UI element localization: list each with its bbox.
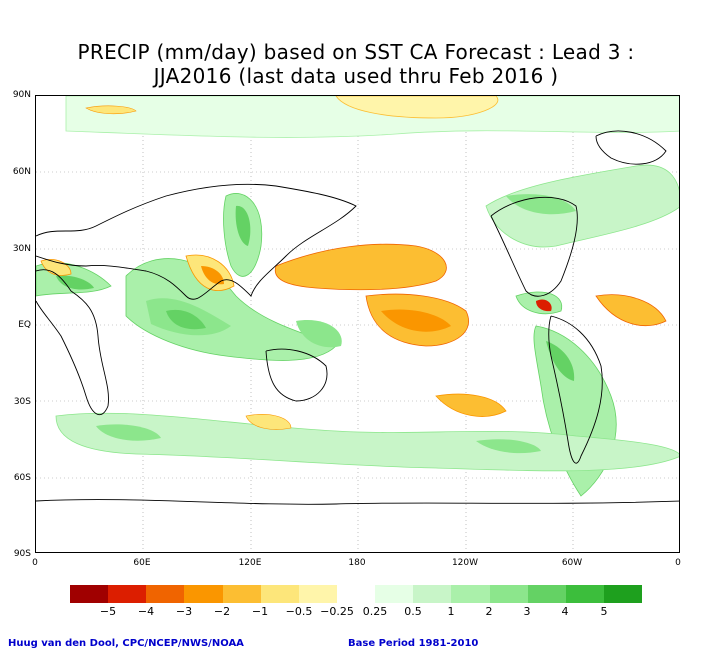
color-swatch (260, 585, 299, 603)
color-swatch (336, 585, 376, 603)
colorbar-label: −3 (175, 605, 193, 618)
color-swatch (146, 585, 185, 603)
color-bar (70, 585, 643, 603)
colorbar-label: 1 (447, 605, 455, 618)
colorbar-label: 0.25 (362, 605, 388, 618)
color-swatch (375, 585, 414, 603)
lon-label-60e: 60E (133, 558, 151, 568)
chart-title-line-2: JJA2016 (last data used thru Feb 2016 ) (153, 64, 559, 88)
color-swatch (70, 585, 109, 603)
color-swatch (184, 585, 223, 603)
lat-label-60s: 60S (13, 473, 31, 483)
lon-label-180: 180 (348, 558, 366, 568)
lat-label-30s: 30S (13, 397, 31, 407)
lon-label-120w: 120W (451, 558, 479, 568)
colorbar-label: −2 (213, 605, 231, 618)
colorbar-label: −0.25 (320, 605, 354, 618)
coastlines (36, 130, 679, 505)
color-swatch (527, 585, 566, 603)
base-period-note: Base Period 1981-2010 (348, 638, 479, 649)
lon-label-60w: 60W (561, 558, 583, 568)
colorbar-label: 0.5 (404, 605, 422, 618)
lon-label-120e: 120E (238, 558, 262, 568)
color-swatch (489, 585, 528, 603)
colorbar-label: 2 (485, 605, 493, 618)
colorbar-label: 3 (523, 605, 531, 618)
color-swatch (108, 585, 147, 603)
colorbar-label: −4 (137, 605, 155, 618)
lat-label-90n: 90N (12, 90, 31, 100)
dry-anomaly-regions (40, 96, 667, 430)
colorbar-label: 4 (561, 605, 569, 618)
colorbar-label: −0.5 (285, 605, 313, 618)
lon-label-0: 0 (32, 558, 38, 568)
precip-anomaly-map (35, 95, 680, 553)
lat-label-60n: 60N (12, 167, 31, 177)
lat-label-90s: 90S (13, 549, 31, 559)
chart-title-line-1: PRECIP (mm/day) based on SST CA Forecast… (77, 40, 635, 64)
colorbar-label: −5 (99, 605, 117, 618)
color-swatch (565, 585, 604, 603)
lat-label-eq: EQ (18, 320, 31, 330)
color-swatch (413, 585, 452, 603)
color-swatch (298, 585, 337, 603)
lon-label-0-east: 0 (675, 558, 681, 568)
map-canvas (36, 96, 679, 552)
colorbar-label: 5 (600, 605, 608, 618)
colorbar-label: −1 (251, 605, 269, 618)
author-credit: Huug van den Dool, CPC/NCEP/NWS/NOAA (8, 638, 244, 649)
color-swatch (222, 585, 261, 603)
color-swatch (603, 585, 643, 603)
color-swatch (451, 585, 490, 603)
lat-label-30n: 30N (12, 244, 31, 254)
